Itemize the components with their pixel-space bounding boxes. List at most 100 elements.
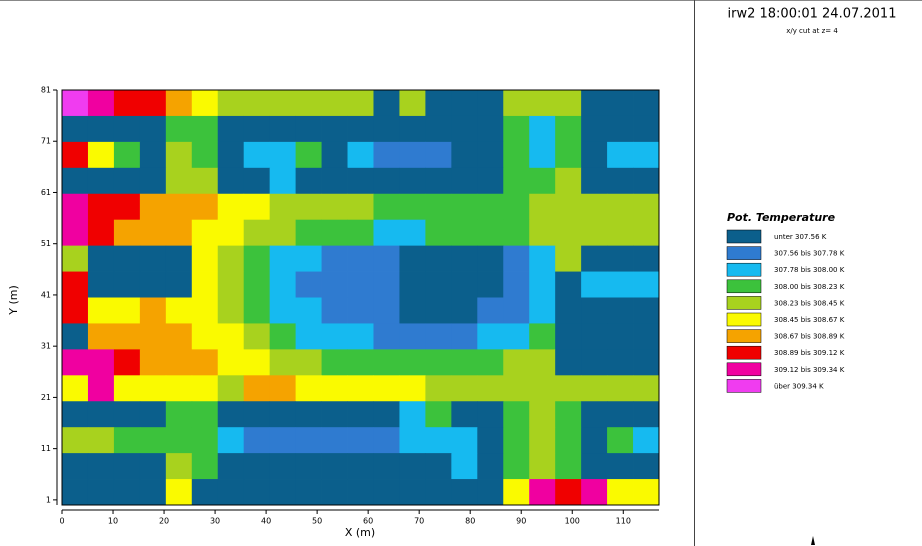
heatmap-cell xyxy=(633,375,660,402)
heatmap-cell xyxy=(269,193,297,221)
heatmap-cell xyxy=(373,141,400,169)
heatmap-cell xyxy=(451,271,478,298)
heatmap-cell xyxy=(347,401,374,428)
heatmap-cell xyxy=(503,349,530,376)
heatmap-cell xyxy=(191,141,219,169)
header-subtitle: x/y cut at z= 4 xyxy=(786,27,838,35)
heatmap-cell xyxy=(165,193,193,221)
heatmap-cell xyxy=(191,349,219,376)
heatmap-cell xyxy=(321,427,348,454)
heatmap-cell xyxy=(503,245,530,272)
heatmap-cell xyxy=(139,375,167,402)
legend-label: 308.67 bis 308.89 K xyxy=(774,333,845,341)
heatmap-cell xyxy=(555,453,582,480)
heatmap-cell xyxy=(529,323,556,350)
y-tick-label: 21 xyxy=(41,393,51,402)
heatmap-cell xyxy=(321,141,348,169)
heatmap-cell xyxy=(87,297,115,324)
heatmap-cell xyxy=(555,193,582,221)
heatmap-cell xyxy=(503,375,530,402)
heatmap-cell xyxy=(295,90,322,117)
heatmap-cell xyxy=(399,401,426,428)
heatmap-cell xyxy=(451,401,478,428)
heatmap-cell xyxy=(373,115,400,143)
heatmap-cell xyxy=(113,115,141,143)
heatmap-cell xyxy=(503,141,530,169)
heatmap-cell xyxy=(62,271,89,298)
y-axis-label: Y (m) xyxy=(7,285,20,316)
legend-swatch xyxy=(726,329,762,343)
heatmap-cell xyxy=(425,141,452,169)
heatmap-cell xyxy=(373,427,400,454)
heatmap-cell xyxy=(555,375,582,402)
heatmap-cell xyxy=(165,375,193,402)
heatmap-cell xyxy=(581,453,608,480)
heatmap-cell xyxy=(581,297,608,324)
heatmap-cell xyxy=(243,401,271,428)
heatmap-cell xyxy=(321,375,348,402)
heatmap-cell xyxy=(451,297,478,324)
heatmap-cell xyxy=(581,349,608,376)
heatmap-cell xyxy=(321,271,348,298)
plot: 0 10 20 30 40 50 60 70 80 90 100 110111213141516171… xyxy=(41,86,845,526)
heatmap-cell xyxy=(451,167,478,195)
heatmap-cell xyxy=(165,115,193,143)
y-tick-label: 41 xyxy=(41,290,51,299)
heatmap-cell xyxy=(399,193,426,221)
heatmap-cell xyxy=(295,115,322,143)
heatmap-cell xyxy=(529,375,556,402)
heatmap-cell xyxy=(139,141,167,169)
heatmap-cell xyxy=(269,297,297,324)
heatmap-cell xyxy=(191,193,219,221)
heatmap-cell xyxy=(217,90,245,117)
heatmap-cell xyxy=(503,193,530,221)
heatmap-cell xyxy=(555,349,582,376)
heatmap-cell xyxy=(347,453,374,480)
heatmap-cell xyxy=(243,427,271,454)
heatmap-cell xyxy=(87,427,115,454)
heatmap-cell xyxy=(321,245,348,272)
heatmap-cell xyxy=(581,427,608,454)
heatmap-cell xyxy=(555,167,582,195)
heatmap-cell xyxy=(217,479,245,506)
heatmap-cell xyxy=(139,427,167,454)
heatmap-cell xyxy=(581,141,608,169)
heatmap-cell xyxy=(477,219,504,247)
heatmap-cell xyxy=(165,141,193,169)
heatmap-cell xyxy=(607,141,634,169)
heatmap-cell xyxy=(139,167,167,195)
legend-swatch xyxy=(726,262,762,277)
heatmap-cell xyxy=(425,375,452,402)
heatmap-cell xyxy=(581,219,608,247)
heatmap-cell xyxy=(607,297,634,324)
heatmap-cell xyxy=(477,401,504,428)
heatmap-cell xyxy=(633,297,660,324)
heatmap-cell xyxy=(503,479,530,506)
heatmap-cell xyxy=(321,115,348,143)
heatmap-cell xyxy=(399,479,426,506)
heatmap-cell xyxy=(373,245,400,272)
heatmap-cell xyxy=(529,219,556,247)
heatmap-cell xyxy=(425,297,452,324)
heatmap-cell xyxy=(191,90,219,117)
x-tick-label: 60 xyxy=(363,517,373,526)
heatmap-cell xyxy=(217,401,245,428)
heatmap-cell xyxy=(62,141,89,169)
heatmap-cell xyxy=(269,219,297,247)
heatmap-cell xyxy=(295,245,322,272)
legend-label: 308.00 bis 308.23 K xyxy=(774,283,845,291)
heatmap-cell xyxy=(451,323,478,350)
heatmap-cell xyxy=(373,90,400,117)
heatmap-cell xyxy=(581,167,608,195)
x-tick-label: 100 xyxy=(565,517,580,526)
heatmap-cell xyxy=(633,323,660,350)
heatmap-cell xyxy=(373,167,400,195)
heatmap-cell xyxy=(425,427,452,454)
heatmap-cell xyxy=(373,193,400,221)
heatmap-cell xyxy=(269,167,297,195)
heatmap-cell xyxy=(165,453,193,480)
heatmap-cell xyxy=(243,245,271,272)
heatmap-cell xyxy=(62,375,89,402)
heatmap-cell xyxy=(269,271,297,298)
heatmap-cell xyxy=(529,115,556,143)
